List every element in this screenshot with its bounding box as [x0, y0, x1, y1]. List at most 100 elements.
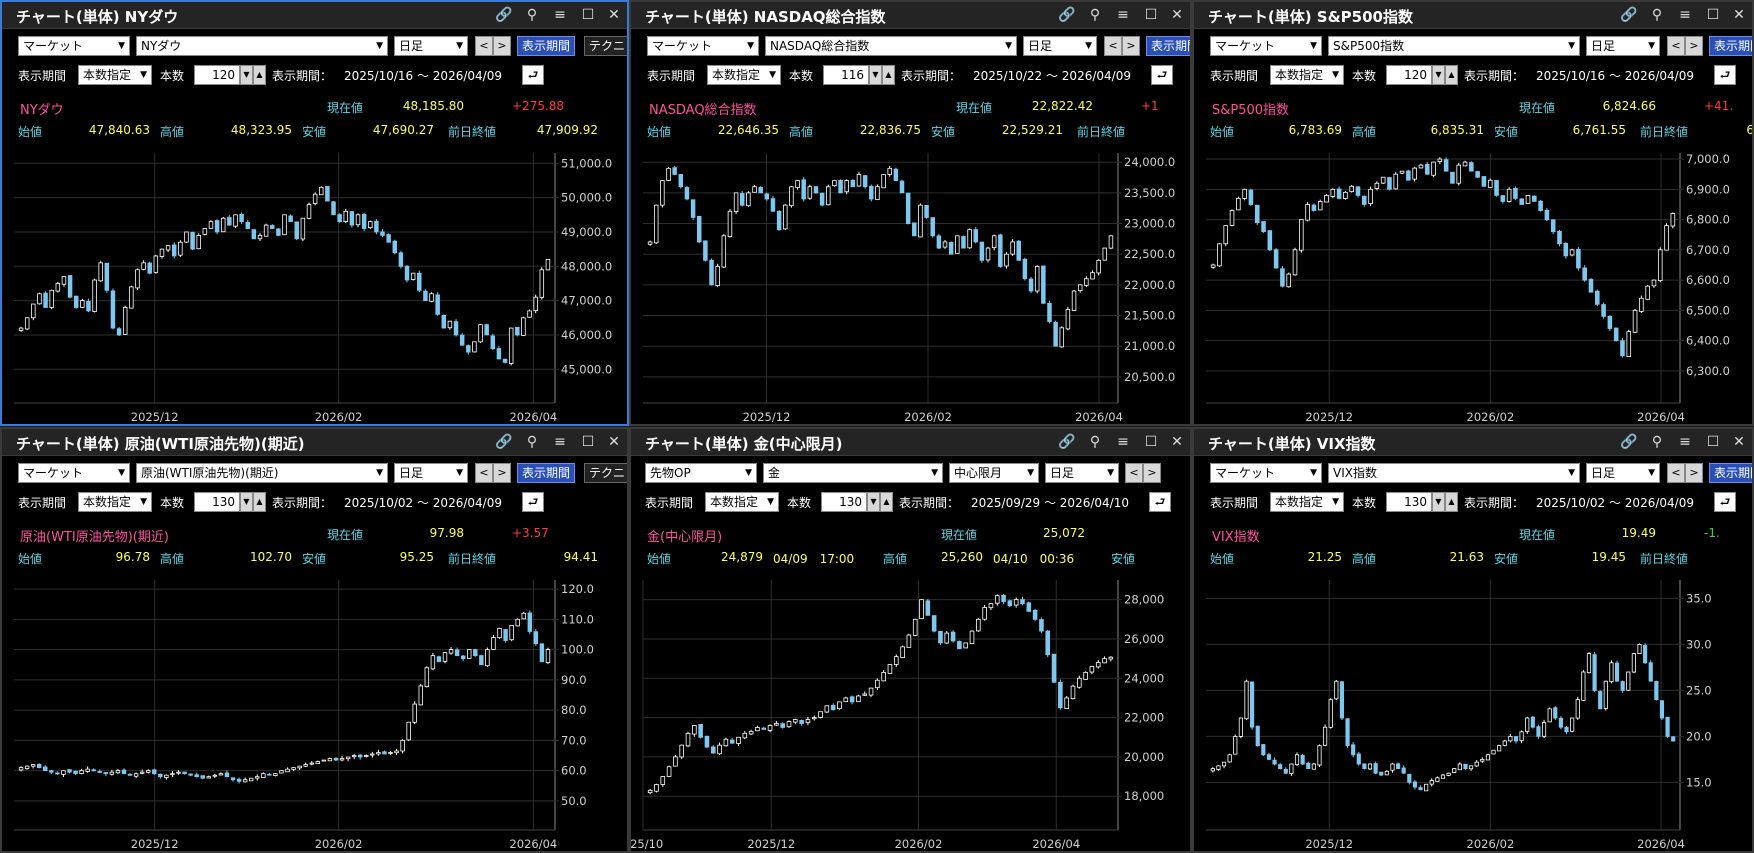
maximize-icon[interactable]: ☐	[581, 7, 595, 23]
panel-titlebar[interactable]: チャート(単体) S&P500指数 🔗 ⚲ ≡ ☐ ✕	[1194, 2, 1752, 29]
reset-icon[interactable]: ⮐	[1149, 492, 1171, 512]
close-icon[interactable]: ✕	[1733, 434, 1745, 450]
period-button[interactable]: 表示期間	[517, 36, 576, 56]
maximize-icon[interactable]: ☐	[581, 434, 595, 450]
technical-button[interactable]: テクニ	[584, 36, 627, 56]
prev-button[interactable]: <	[1104, 36, 1122, 56]
period-button[interactable]: 表示期間	[1146, 36, 1190, 56]
menu-icon[interactable]: ≡	[554, 7, 566, 23]
count-up-icon[interactable]: ▲	[1445, 65, 1458, 85]
symbol-select[interactable]: 原油(WTI原油先物)(期近) ▼	[136, 463, 388, 483]
prev-button[interactable]: <	[1667, 36, 1685, 56]
close-icon[interactable]: ✕	[1733, 7, 1745, 23]
close-icon[interactable]: ✕	[1171, 7, 1183, 23]
interval-select[interactable]: 日足 ▼	[1586, 463, 1660, 483]
market-select[interactable]: マーケット ▼	[1210, 463, 1322, 483]
close-icon[interactable]: ✕	[1171, 434, 1183, 450]
candlestick-chart[interactable]: 7,000.0 6,900.0 6,800.0 6,700.0 6,600.0 6,500…	[1194, 147, 1754, 425]
interval-select[interactable]: 日足 ▼	[394, 36, 468, 56]
period-mode-select[interactable]: 本数指定 ▼	[707, 65, 781, 85]
panel-titlebar[interactable]: チャート(単体) VIX指数 🔗 ⚲ ≡ ☐ ✕	[1194, 429, 1752, 456]
reset-icon[interactable]: ⮐	[1714, 492, 1736, 512]
next-button[interactable]: >	[493, 36, 511, 56]
candlestick-chart[interactable]: 51,000.0 50,000.0 49,000.0 48,000.0 47,000.0…	[2, 147, 629, 425]
menu-icon[interactable]: ≡	[1117, 434, 1129, 450]
prev-button[interactable]: <	[1667, 463, 1685, 483]
panel-titlebar[interactable]: チャート(単体) NYダウ 🔗 ⚲ ≡ ☐ ✕	[2, 2, 627, 29]
count-up-icon[interactable]: ▲	[1445, 492, 1458, 512]
count-down-icon[interactable]: ▼	[1432, 492, 1445, 512]
prev-button[interactable]: <	[475, 463, 493, 483]
search-icon[interactable]: ⚲	[1089, 434, 1101, 450]
chart-panel[interactable]: チャート(単体) 金(中心限月) 🔗 ⚲ ≡ ☐ ✕ 先物OP ▼ 金 ▼ 中心限月…	[629, 427, 1192, 853]
link-icon[interactable]: 🔗	[1058, 7, 1076, 23]
count-down-icon[interactable]: ▼	[1432, 65, 1445, 85]
next-button[interactable]: >	[1122, 36, 1140, 56]
contract-select[interactable]: 中心限月 ▼	[949, 463, 1039, 483]
next-button[interactable]: >	[1685, 36, 1703, 56]
candlestick-chart[interactable]: 120.0 110.0 100.0 90.0 80.0 70.0 60.0 50.0 2025/…	[2, 574, 629, 852]
count-down-icon[interactable]: ▼	[869, 65, 882, 85]
count-input[interactable]: 130	[821, 492, 867, 512]
count-up-icon[interactable]: ▲	[882, 65, 895, 85]
panel-titlebar[interactable]: チャート(単体) 金(中心限月) 🔗 ⚲ ≡ ☐ ✕	[631, 429, 1190, 456]
interval-select[interactable]: 日足 ▼	[394, 463, 468, 483]
symbol-select[interactable]: S&P500指数 ▼	[1328, 36, 1580, 56]
period-button[interactable]: 表示期間	[1709, 36, 1752, 56]
count-input[interactable]: 130	[194, 492, 240, 512]
period-mode-select[interactable]: 本数指定 ▼	[1270, 65, 1344, 85]
chart-panel[interactable]: チャート(単体) NASDAQ総合指数 🔗 ⚲ ≡ ☐ ✕ マーケット ▼ NAS…	[629, 0, 1192, 426]
reset-icon[interactable]: ⮐	[522, 65, 544, 85]
panel-titlebar[interactable]: チャート(単体) NASDAQ総合指数 🔗 ⚲ ≡ ☐ ✕	[631, 2, 1190, 29]
close-icon[interactable]: ✕	[608, 7, 620, 23]
market-select[interactable]: マーケット ▼	[18, 463, 130, 483]
chart-panel[interactable]: チャート(単体) NYダウ 🔗 ⚲ ≡ ☐ ✕ マーケット ▼ NYダウ ▼ 日足 ▼…	[0, 0, 629, 426]
period-mode-select[interactable]: 本数指定 ▼	[78, 492, 152, 512]
period-mode-select[interactable]: 本数指定 ▼	[705, 492, 779, 512]
count-input[interactable]: 120	[1386, 65, 1432, 85]
link-icon[interactable]: 🔗	[495, 434, 513, 450]
count-up-icon[interactable]: ▲	[253, 65, 266, 85]
search-icon[interactable]: ⚲	[1651, 434, 1663, 450]
reset-icon[interactable]: ⮐	[1714, 65, 1736, 85]
reset-icon[interactable]: ⮐	[522, 492, 544, 512]
link-icon[interactable]: 🔗	[1620, 434, 1638, 450]
candlestick-chart[interactable]: 35.0 30.0 25.0 20.0 15.0 2025/12 2026/02 2026/0…	[1194, 574, 1754, 852]
search-icon[interactable]: ⚲	[526, 7, 538, 23]
count-input[interactable]: 116	[823, 65, 869, 85]
menu-icon[interactable]: ≡	[1679, 7, 1691, 23]
count-up-icon[interactable]: ▲	[880, 492, 893, 512]
maximize-icon[interactable]: ☐	[1144, 434, 1158, 450]
count-down-icon[interactable]: ▼	[240, 492, 253, 512]
panel-titlebar[interactable]: チャート(単体) 原油(WTI原油先物)(期近) 🔗 ⚲ ≡ ☐ ✕	[2, 429, 627, 456]
count-down-icon[interactable]: ▼	[240, 65, 253, 85]
menu-icon[interactable]: ≡	[554, 434, 566, 450]
market-select[interactable]: マーケット ▼	[647, 36, 759, 56]
link-icon[interactable]: 🔗	[495, 7, 513, 23]
symbol-select[interactable]: 金 ▼	[763, 463, 943, 483]
menu-icon[interactable]: ≡	[1117, 7, 1129, 23]
menu-icon[interactable]: ≡	[1679, 434, 1691, 450]
prev-button[interactable]: <	[1125, 463, 1143, 483]
symbol-select[interactable]: NASDAQ総合指数 ▼	[765, 36, 1017, 56]
maximize-icon[interactable]: ☐	[1706, 434, 1720, 450]
period-mode-select[interactable]: 本数指定 ▼	[78, 65, 152, 85]
count-input[interactable]: 120	[194, 65, 240, 85]
next-button[interactable]: >	[1685, 463, 1703, 483]
link-icon[interactable]: 🔗	[1058, 434, 1076, 450]
market-select[interactable]: マーケット ▼	[1210, 36, 1322, 56]
search-icon[interactable]: ⚲	[1089, 7, 1101, 23]
interval-select[interactable]: 日足 ▼	[1586, 36, 1660, 56]
market-select[interactable]: 先物OP ▼	[645, 463, 757, 483]
chart-panel[interactable]: チャート(単体) S&P500指数 🔗 ⚲ ≡ ☐ ✕ マーケット ▼ S&P50…	[1192, 0, 1754, 426]
prev-button[interactable]: <	[475, 36, 493, 56]
count-input[interactable]: 130	[1386, 492, 1432, 512]
reset-icon[interactable]: ⮐	[1151, 65, 1173, 85]
technical-button[interactable]: テクニ	[584, 463, 627, 483]
next-button[interactable]: >	[493, 463, 511, 483]
period-button[interactable]: 表示期間	[1709, 463, 1752, 483]
search-icon[interactable]: ⚲	[1651, 7, 1663, 23]
count-up-icon[interactable]: ▲	[253, 492, 266, 512]
maximize-icon[interactable]: ☐	[1144, 7, 1158, 23]
symbol-select[interactable]: NYダウ ▼	[136, 36, 388, 56]
